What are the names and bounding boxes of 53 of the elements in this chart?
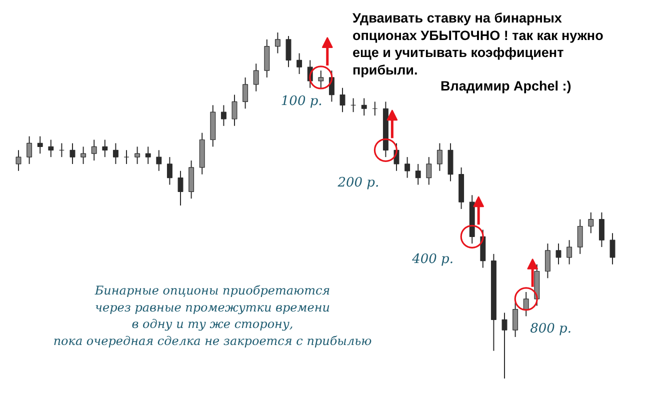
annotation: Бинарные опционы приобретаются через равные промежутки времени в одну и ту же сторону, пока очередная сделка не закроется с прибылью <box>53 284 372 348</box>
candlestick <box>372 101 378 116</box>
candlestick <box>610 232 616 265</box>
candlestick <box>350 98 356 113</box>
candlestick <box>544 243 550 279</box>
candlestick <box>242 76 248 110</box>
candlestick <box>58 142 64 158</box>
annotation: Владимир Apchel :) <box>440 78 572 94</box>
point <box>460 224 484 248</box>
candlestick <box>48 139 54 158</box>
candlestick <box>566 240 572 265</box>
candlestick <box>91 139 97 162</box>
candlestick <box>588 212 594 234</box>
candlestick <box>70 142 76 164</box>
candlestick <box>112 142 118 164</box>
annotation: 100 р. <box>280 94 322 109</box>
candlestick <box>16 150 22 172</box>
candlestick <box>156 150 162 172</box>
candlestick <box>286 35 292 68</box>
candlestick <box>232 94 238 126</box>
candlestick <box>340 87 346 113</box>
candlestick <box>124 150 130 164</box>
chart-title: Удваивать ставку на бинарных опционах УБЫТОЧНО ! так как нужно еще и учитывать коэффициент прибыли. <box>352 10 604 78</box>
candlestick <box>512 302 518 338</box>
candlestick <box>166 156 172 186</box>
candlestick <box>404 156 410 178</box>
annotation: 400 р. <box>411 252 454 268</box>
point <box>374 138 398 162</box>
candlestick <box>318 70 324 88</box>
point <box>514 287 538 311</box>
candlestick <box>502 312 508 379</box>
candlestick <box>253 63 259 92</box>
point <box>309 66 333 90</box>
candlestick <box>577 218 583 254</box>
candlestick <box>80 146 86 164</box>
candlestick <box>178 170 184 206</box>
candlestick <box>361 98 367 116</box>
candlestick <box>296 52 302 75</box>
candlestick <box>523 292 529 317</box>
candlestick <box>102 139 108 158</box>
candlestick <box>220 104 226 126</box>
candlestick <box>436 142 442 172</box>
candlestick <box>37 136 43 154</box>
candlestick <box>426 156 432 186</box>
candlestick <box>415 163 421 186</box>
annotation: 800 р. <box>530 321 572 336</box>
candlestick <box>556 243 562 265</box>
candlestick <box>134 146 140 164</box>
annotation: 200 р. <box>336 176 380 191</box>
candlestick <box>145 146 151 164</box>
candlestick <box>274 32 280 54</box>
candlestick <box>598 212 604 248</box>
candlestick <box>26 136 32 164</box>
